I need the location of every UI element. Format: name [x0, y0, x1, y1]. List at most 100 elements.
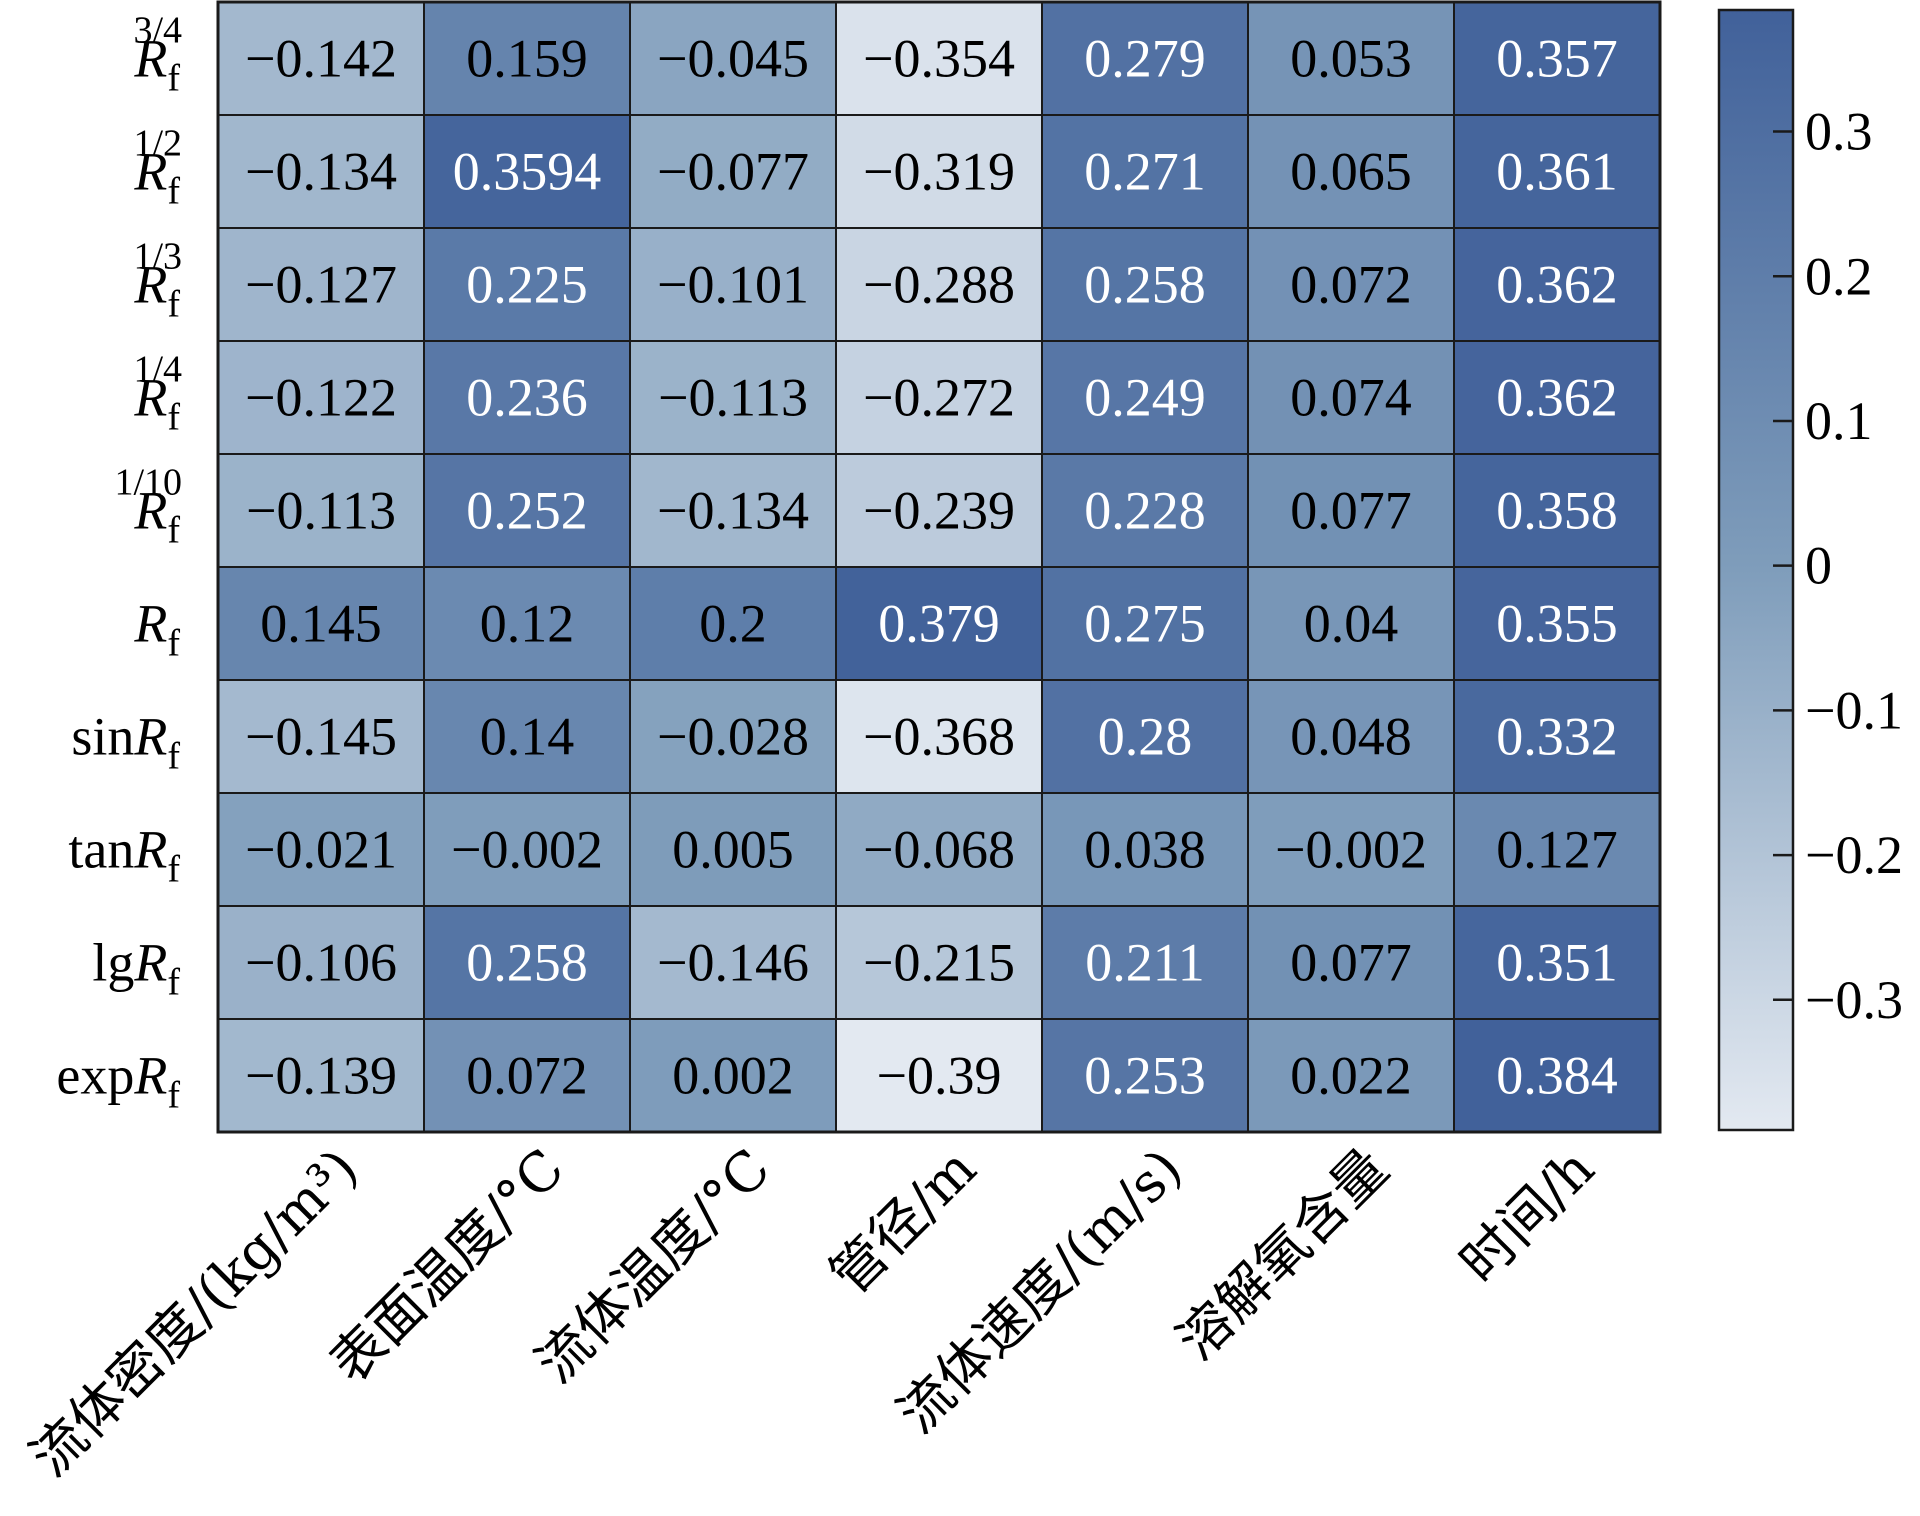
column-label: 时间/h — [1448, 1137, 1606, 1295]
row-label: expRf — [56, 1046, 180, 1117]
cell-value-label: −0.215 — [863, 933, 1015, 993]
row-label: Rf — [133, 29, 180, 100]
cell-value-label: 0.253 — [1084, 1046, 1206, 1106]
heatmap-cell — [1247, 340, 1455, 455]
heatmap-cell — [629, 679, 837, 794]
colorbar-tick-label: 0.3 — [1805, 102, 1873, 162]
heatmap-cell — [629, 227, 837, 342]
row-label: Rf — [133, 481, 180, 552]
heatmap-cell — [1453, 114, 1661, 229]
heatmap-cell — [1041, 905, 1249, 1020]
heatmap-cell — [1247, 1018, 1455, 1133]
cell-value-label: 0.236 — [466, 368, 588, 428]
cell-value-label: 0.258 — [466, 933, 588, 993]
heatmap-cell — [1041, 679, 1249, 794]
cell-value-label: 0.384 — [1496, 1046, 1618, 1106]
heatmap-cell — [1453, 227, 1661, 342]
cell-value-label: −0.134 — [657, 481, 809, 541]
heatmap-cell — [629, 453, 837, 568]
cell-value-label: −0.122 — [245, 368, 397, 428]
cell-value-label: 0.12 — [480, 594, 575, 654]
cell-value-label: −0.354 — [863, 29, 1015, 89]
row-label: tanRf — [68, 820, 180, 891]
heatmap-cell — [835, 340, 1043, 455]
heatmap-cell — [423, 566, 631, 681]
heatmap-cell — [217, 792, 425, 907]
cell-value-label: −0.145 — [245, 707, 397, 767]
colorbar-gradient — [1717, 8, 1795, 1132]
colorbar-tick-label: 0.2 — [1805, 246, 1873, 306]
cell-value-label: −0.146 — [657, 933, 809, 993]
cell-value-label: 0.077 — [1290, 933, 1412, 993]
cell-value-label: 0.225 — [466, 255, 588, 315]
cell-value-label: 0.04 — [1304, 594, 1399, 654]
cell-value-label: −0.134 — [245, 142, 397, 202]
cell-value-label: 0.271 — [1084, 142, 1206, 202]
cell-value-label: −0.272 — [863, 368, 1015, 428]
cell-value-label: −0.113 — [658, 368, 808, 428]
cell-value-label: 0.362 — [1496, 368, 1618, 428]
row-label: Rf — [133, 368, 180, 439]
heatmap-cell — [835, 1, 1043, 116]
row-label-exponent: 1/3 — [133, 236, 182, 278]
row-label: Rf — [133, 142, 180, 213]
heatmap-cell — [1041, 792, 1249, 907]
cell-value-label: 0.351 — [1496, 933, 1618, 993]
cell-value-label: −0.077 — [657, 142, 809, 202]
cell-value-label: 0.002 — [672, 1046, 794, 1106]
colorbar-tick-label: 0 — [1805, 536, 1832, 596]
heatmap-cell — [1453, 340, 1661, 455]
cell-value-label: 0.379 — [878, 594, 1000, 654]
heatmap-cell — [835, 227, 1043, 342]
cell-value-label: 0.361 — [1496, 142, 1618, 202]
column-label: 管径/m — [818, 1137, 988, 1307]
cell-value-label: 0.053 — [1290, 29, 1412, 89]
heatmap-cell — [423, 1, 631, 116]
row-label-exponent: 1/4 — [133, 349, 182, 391]
cell-value-label: 0.065 — [1290, 142, 1412, 202]
cell-value-label: 0.145 — [260, 594, 382, 654]
cell-value-label: −0.021 — [245, 820, 397, 880]
cell-value-label: 0.355 — [1496, 594, 1618, 654]
heatmap-cell — [629, 1018, 837, 1133]
heatmap-cell — [423, 792, 631, 907]
row-label: lgRf — [92, 933, 180, 1004]
heatmap-cell — [629, 905, 837, 1020]
heatmap-cell — [1041, 1, 1249, 116]
cell-value-label: 0.005 — [672, 820, 794, 880]
column-label: 流体密度/(kg/m³) — [18, 1137, 370, 1489]
row-label-exponent: 3/4 — [133, 10, 182, 52]
heatmap-cell — [217, 1, 425, 116]
cell-value-label: 0.048 — [1290, 707, 1412, 767]
cell-value-label: 0.249 — [1084, 368, 1206, 428]
colorbar: 0.3 0.2 0.1 0 −0.1 −0.2 −0.3 — [1717, 8, 1903, 1132]
cell-value-label: 0.038 — [1084, 820, 1206, 880]
heatmap-cell — [835, 679, 1043, 794]
cell-value-label: −0.028 — [657, 707, 809, 767]
cell-value-label: −0.068 — [863, 820, 1015, 880]
cell-value-label: 0.074 — [1290, 368, 1412, 428]
cell-value-label: 0.159 — [466, 29, 588, 89]
heatmap-cell — [423, 227, 631, 342]
cell-value-label: 0.072 — [1290, 255, 1412, 315]
cell-value-label: −0.39 — [877, 1046, 1002, 1106]
heatmap-cell — [1247, 792, 1455, 907]
cell-value-label: −0.288 — [863, 255, 1015, 315]
heatmap-cell — [1041, 114, 1249, 229]
column-label: 溶解氧含量 — [1165, 1137, 1400, 1372]
heatmap-cell — [217, 340, 425, 455]
cell-value-label: 0.228 — [1084, 481, 1206, 541]
colorbar-tick-label: −0.1 — [1805, 680, 1903, 740]
cell-value-label: 0.14 — [480, 707, 575, 767]
heatmap-cell — [1453, 679, 1661, 794]
heatmap-cell — [1041, 566, 1249, 681]
cell-value-label: −0.319 — [863, 142, 1015, 202]
row-labels: Rf3/4Rf1/2Rf1/3Rf1/4Rf1/10RfsinRftanRflg… — [56, 10, 182, 1117]
heatmap-cell — [217, 453, 425, 568]
cell-value-label: 0.211 — [1085, 933, 1205, 993]
heatmap-cell — [1453, 566, 1661, 681]
cell-value-label: 0.252 — [466, 481, 588, 541]
row-label-exponent: 1/2 — [133, 123, 182, 165]
